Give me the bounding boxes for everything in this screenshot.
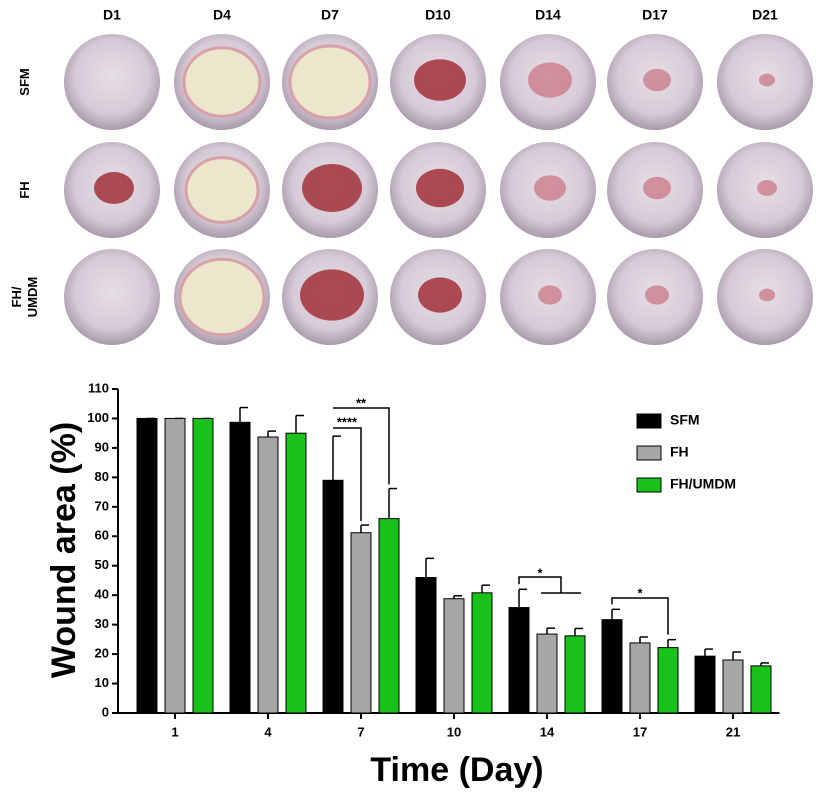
bar xyxy=(471,592,493,714)
significance-label: **** xyxy=(337,414,358,429)
y-tick-label: 10 xyxy=(95,675,109,690)
column-label: D14 xyxy=(535,7,561,23)
bar xyxy=(257,436,279,714)
significance-label: ** xyxy=(356,395,367,410)
wound xyxy=(414,59,466,101)
bar xyxy=(536,633,558,714)
wound xyxy=(418,277,462,313)
wound xyxy=(416,168,464,208)
wound xyxy=(757,180,777,196)
column-label: D21 xyxy=(752,7,778,23)
significance-bracket xyxy=(333,407,390,485)
bar xyxy=(164,417,186,714)
scab xyxy=(288,44,372,120)
scab xyxy=(178,257,266,337)
bar xyxy=(694,655,716,714)
bar xyxy=(564,635,586,714)
column-label: D17 xyxy=(642,7,668,23)
wound xyxy=(643,176,671,200)
legend-swatch xyxy=(636,413,662,429)
significance-bracket xyxy=(611,597,669,635)
bar xyxy=(443,598,465,714)
bar xyxy=(136,417,158,714)
significance-bracket xyxy=(518,576,562,593)
column-label: D1 xyxy=(103,7,121,23)
wound xyxy=(538,285,562,305)
y-tick-label: 40 xyxy=(95,587,109,602)
y-tick-label: 80 xyxy=(95,469,109,484)
row-label: FH/UMDM xyxy=(9,277,40,317)
bar xyxy=(722,659,744,714)
x-tick-label: 14 xyxy=(540,724,555,739)
significance-bracket xyxy=(333,427,362,522)
bar xyxy=(285,432,307,714)
bar xyxy=(657,647,679,714)
significance-label: * xyxy=(637,585,643,600)
row-label: SFM xyxy=(17,68,32,95)
column-label: D10 xyxy=(425,7,451,23)
y-tick-label: 0 xyxy=(102,704,109,719)
wound xyxy=(643,68,671,92)
row-label: FH xyxy=(17,181,32,198)
bar xyxy=(350,532,372,714)
wound xyxy=(534,175,566,201)
column-label: D7 xyxy=(321,7,339,23)
wound-photo xyxy=(64,34,160,130)
y-tick-label: 20 xyxy=(95,646,109,661)
bar xyxy=(192,417,214,714)
x-tick-label: 17 xyxy=(633,724,647,739)
bar xyxy=(750,665,772,714)
wound xyxy=(645,285,669,305)
bar xyxy=(629,642,651,714)
wound-photo xyxy=(64,249,160,345)
y-tick-label: 90 xyxy=(95,439,109,454)
y-tick-label: 110 xyxy=(88,380,109,395)
legend-swatch xyxy=(636,445,662,461)
y-tick-label: 100 xyxy=(87,410,109,425)
legend-swatch xyxy=(636,477,662,493)
x-tick-label: 1 xyxy=(171,724,178,739)
wound xyxy=(300,269,364,321)
bar xyxy=(508,607,530,714)
column-label: D4 xyxy=(213,7,231,23)
wound xyxy=(759,288,775,302)
x-tick-label: 7 xyxy=(357,724,364,739)
legend-label: SFM xyxy=(670,412,700,428)
x-tick-label: 21 xyxy=(726,724,740,739)
scab xyxy=(184,156,260,224)
wound xyxy=(302,164,362,212)
bar xyxy=(601,619,623,714)
wound xyxy=(759,73,775,87)
bar xyxy=(378,518,400,714)
wound xyxy=(94,172,134,204)
significance-label: * xyxy=(537,565,543,580)
bar xyxy=(229,421,251,714)
wound xyxy=(528,62,572,98)
bar xyxy=(322,479,344,714)
x-tick-label: 4 xyxy=(264,724,272,739)
scab xyxy=(182,46,262,118)
y-tick-label: 50 xyxy=(95,557,109,572)
y-axis-label: Wound area (%) xyxy=(45,422,83,678)
x-tick-label: 10 xyxy=(447,724,461,739)
y-tick-label: 60 xyxy=(95,528,109,543)
y-tick-label: 30 xyxy=(95,616,109,631)
x-axis-label: Time (Day) xyxy=(370,751,543,789)
legend-label: FH xyxy=(670,444,689,460)
y-tick-label: 70 xyxy=(95,498,109,513)
bar xyxy=(415,577,437,714)
legend-label: FH/UMDM xyxy=(670,476,736,492)
